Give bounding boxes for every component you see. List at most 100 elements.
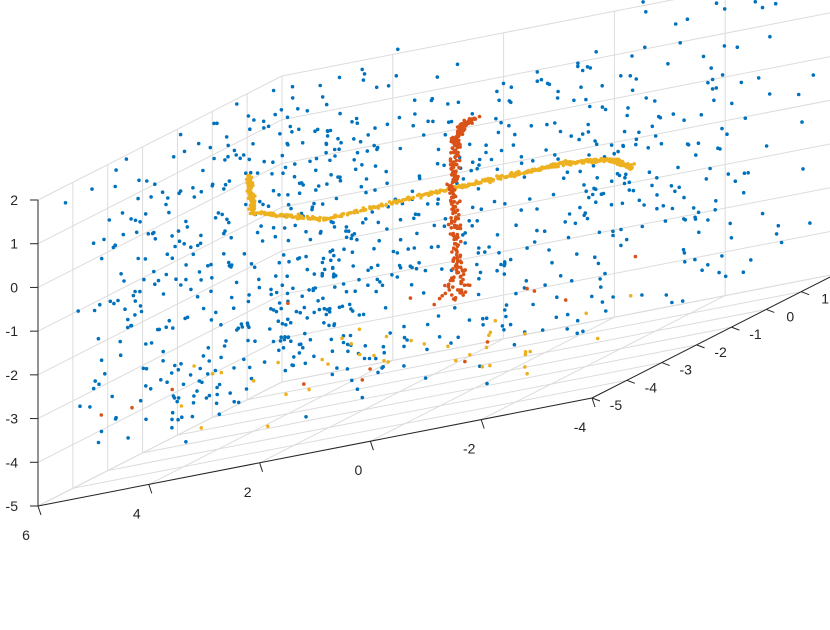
blue-point	[360, 163, 364, 167]
blue-point	[320, 202, 325, 206]
y-axis-line	[591, 276, 830, 399]
blue-point	[760, 211, 765, 216]
blue-point	[353, 167, 358, 172]
blue-point	[600, 84, 604, 88]
blue-point	[522, 286, 527, 290]
blue-point	[286, 317, 290, 322]
blue-point	[386, 84, 391, 88]
blue-point	[415, 231, 419, 236]
blue-point	[519, 208, 523, 212]
blue-point	[259, 224, 263, 228]
blue-point	[338, 111, 342, 116]
orange-point	[462, 119, 467, 124]
blue-point	[312, 272, 317, 276]
blue-point	[619, 243, 623, 248]
blue-point	[504, 314, 508, 319]
blue-point	[435, 75, 440, 79]
blue-point	[694, 153, 698, 157]
back-wall-gridline-z	[281, 143, 830, 252]
blue-point	[693, 257, 697, 262]
orange-point	[448, 157, 453, 161]
blue-point	[413, 112, 417, 116]
blue-point	[314, 168, 318, 173]
orange-point	[454, 268, 459, 273]
blue-point	[214, 401, 219, 406]
blue-point	[280, 321, 285, 326]
blue-point	[210, 182, 215, 187]
blue-point	[195, 243, 200, 248]
blue-point	[712, 98, 716, 103]
blue-point	[413, 212, 418, 216]
blue-point	[232, 148, 237, 153]
blue-point	[644, 96, 648, 100]
blue-point	[227, 179, 232, 183]
blue-point	[271, 225, 276, 230]
blue-point	[173, 244, 177, 249]
blue-point	[528, 197, 532, 201]
blue-point	[242, 357, 246, 362]
blue-point	[609, 202, 614, 207]
blue-point	[673, 22, 678, 26]
blue-point	[171, 155, 176, 159]
blue-point	[339, 140, 343, 145]
blue-point	[102, 237, 106, 242]
blue-point	[93, 379, 97, 383]
blue-point	[212, 121, 216, 126]
blue-point	[171, 326, 175, 330]
blue-point	[341, 340, 346, 345]
blue-point	[423, 268, 428, 273]
blue-point	[743, 116, 748, 120]
blue-point	[324, 142, 329, 147]
blue-point	[357, 277, 361, 282]
blue-point	[282, 337, 287, 342]
y-tick-label: -5	[610, 397, 623, 413]
blue-point	[373, 164, 378, 168]
blue-point	[291, 363, 296, 368]
yellow-point	[274, 214, 279, 219]
blue-point	[262, 360, 267, 364]
blue-point	[252, 118, 256, 122]
orange-point	[455, 201, 460, 205]
blue-point	[299, 211, 304, 216]
blue-point	[201, 354, 206, 358]
blue-point	[170, 256, 175, 261]
z-tick-label: 0	[10, 279, 18, 295]
blue-point	[714, 1, 719, 5]
blue-point	[561, 176, 566, 180]
blue-point	[720, 254, 724, 258]
blue-point	[328, 128, 333, 133]
blue-point	[119, 272, 123, 276]
blue-point	[398, 146, 403, 151]
left-wall-gridline-z	[37, 250, 283, 376]
blue-point	[215, 121, 219, 126]
blue-point	[286, 335, 291, 339]
blue-point	[234, 280, 239, 285]
blue-point	[395, 251, 400, 255]
blue-point	[354, 116, 359, 121]
orange-point	[448, 232, 453, 236]
blue-point	[191, 252, 196, 257]
x-tick-mark	[259, 462, 264, 472]
blue-point	[575, 318, 580, 323]
blue-point	[97, 382, 101, 387]
blue-point	[224, 135, 229, 139]
blue-point	[299, 342, 303, 347]
blue-point	[350, 309, 355, 313]
blue-point	[685, 142, 690, 146]
blue-point	[402, 335, 407, 340]
blue-point	[374, 289, 379, 294]
orange-point	[452, 256, 457, 260]
blue-point	[395, 275, 400, 279]
blue-point	[495, 268, 499, 273]
blue-point	[609, 143, 614, 147]
blue-point	[360, 395, 365, 400]
y-tick-mark	[661, 362, 670, 367]
blue-point	[414, 266, 419, 271]
left-wall-gridline-z	[37, 381, 283, 507]
blue-point	[257, 285, 262, 290]
x-tick-mark	[148, 484, 153, 494]
yellow-point	[247, 207, 251, 211]
blue-point	[116, 298, 120, 303]
blue-point	[219, 355, 223, 360]
yellow-point	[179, 404, 184, 408]
